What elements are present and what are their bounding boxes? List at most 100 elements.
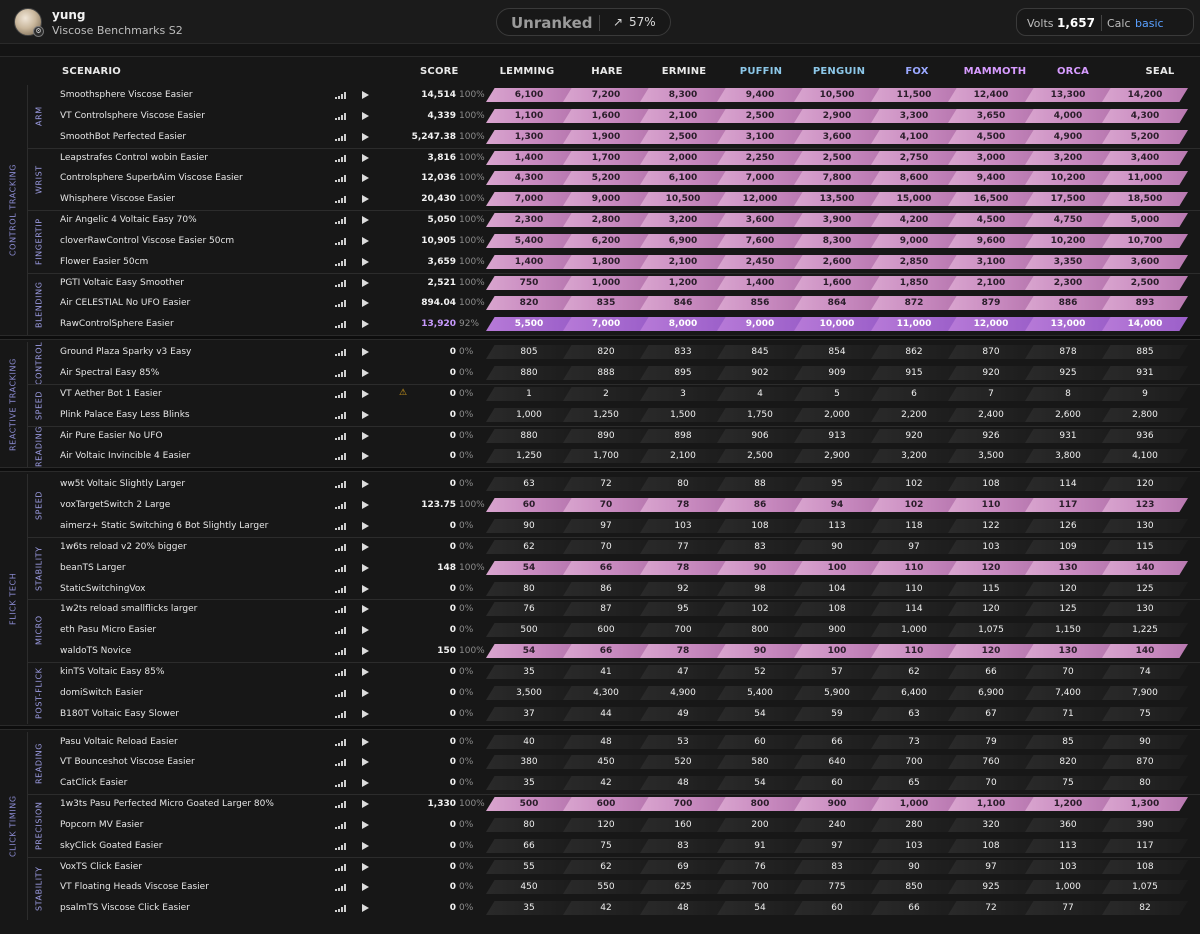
benchmark-name[interactable]: Viscose Benchmarks S2	[52, 24, 183, 37]
play-icon[interactable]	[362, 237, 369, 245]
table-row[interactable]: aimerz+ Static Switching 6 Bot Slightly …	[56, 516, 1200, 537]
scenario-name[interactable]: Controlsphere SuperbAim Viscose Easier	[60, 173, 243, 183]
signal-bars-icon[interactable]	[335, 884, 347, 891]
play-icon[interactable]	[362, 348, 369, 356]
signal-bars-icon[interactable]	[335, 565, 347, 572]
scenario-name[interactable]: VoxTS Click Easier	[60, 862, 143, 872]
scenario-name[interactable]: VT Bounceshot Viscose Easier	[60, 757, 195, 767]
signal-bars-icon[interactable]	[335, 801, 347, 808]
signal-bars-icon[interactable]	[335, 690, 347, 697]
table-row[interactable]: Plink Palace Easy Less Blinks 0 0% 1,000 1,2…	[56, 405, 1200, 426]
play-icon[interactable]	[362, 710, 369, 718]
scenario-name[interactable]: VT Controlsphere Viscose Easier	[60, 111, 205, 121]
table-row[interactable]: skyClick Goated Easier 0 0% 66 75 83 91 97 103 10…	[56, 836, 1200, 857]
signal-bars-icon[interactable]	[335, 217, 347, 224]
signal-bars-icon[interactable]	[335, 481, 347, 488]
scenario-name[interactable]: SmoothBot Perfected Easier	[60, 132, 187, 142]
play-icon[interactable]	[362, 195, 369, 203]
signal-bars-icon[interactable]	[335, 175, 347, 182]
scenario-name[interactable]: voxTargetSwitch 2 Large	[60, 500, 171, 510]
signal-bars-icon[interactable]	[335, 259, 347, 266]
table-row[interactable]: Air CELESTIAL No UFO Easier 894.04 100% 820…	[56, 293, 1200, 314]
play-icon[interactable]	[362, 668, 369, 676]
play-icon[interactable]	[362, 258, 369, 266]
warning-icon[interactable]: ⚠	[399, 388, 408, 398]
signal-bars-icon[interactable]	[335, 759, 347, 766]
table-row[interactable]: VT Bounceshot Viscose Easier 0 0% 380 450 520…	[56, 752, 1200, 773]
table-row[interactable]: beanTS Larger 148 100% 54 66 78 90 100 110 120 130…	[56, 558, 1200, 579]
signal-bars-icon[interactable]	[335, 92, 347, 99]
table-row[interactable]: Controlsphere SuperbAim Viscose Easier 12…	[56, 168, 1200, 189]
scenario-name[interactable]: VT Aether Bot 1 Easier	[60, 389, 162, 399]
play-icon[interactable]	[362, 299, 369, 307]
signal-bars-icon[interactable]	[335, 370, 347, 377]
table-row[interactable]: VoxTS Click Easier 0 0% 55 62 69 76 83 90 97 103 10…	[56, 857, 1200, 878]
signal-bars-icon[interactable]	[335, 134, 347, 141]
table-row[interactable]: Flower Easier 50cm 3,659 100% 1,400 1,800 2,1…	[56, 252, 1200, 273]
signal-bars-icon[interactable]	[335, 196, 347, 203]
scenario-name[interactable]: RawControlSphere Easier	[60, 319, 174, 329]
play-icon[interactable]	[362, 800, 369, 808]
table-row[interactable]: domiSwitch Easier 0 0% 3,500 4,300 4,900 5,400…	[56, 683, 1200, 704]
play-icon[interactable]	[362, 279, 369, 287]
signal-bars-icon[interactable]	[335, 864, 347, 871]
table-row[interactable]: Leapstrafes Control wobin Easier 3,816 100…	[56, 148, 1200, 169]
play-icon[interactable]	[362, 369, 369, 377]
signal-bars-icon[interactable]	[335, 606, 347, 613]
signal-bars-icon[interactable]	[335, 502, 347, 509]
signal-bars-icon[interactable]	[335, 391, 347, 398]
table-row[interactable]: cloverRawControl Viscose Easier 50cm 10,9…	[56, 231, 1200, 252]
play-icon[interactable]	[362, 689, 369, 697]
scenario-name[interactable]: Air Pure Easier No UFO	[60, 431, 163, 441]
table-row[interactable]: Air Spectral Easy 85% 0 0% 880 888 895 902 909 9…	[56, 363, 1200, 384]
scenario-name[interactable]: eth Pasu Micro Easier	[60, 625, 157, 635]
signal-bars-icon[interactable]	[335, 280, 347, 287]
scenario-name[interactable]: Ground Plaza Sparky v3 Easy	[60, 347, 192, 357]
scenario-name[interactable]: Smoothsphere Viscose Easier	[60, 90, 193, 100]
play-icon[interactable]	[362, 216, 369, 224]
signal-bars-icon[interactable]	[335, 739, 347, 746]
play-icon[interactable]	[362, 904, 369, 912]
scenario-name[interactable]: Pasu Voltaic Reload Easier	[60, 737, 178, 747]
play-icon[interactable]	[362, 842, 369, 850]
scenario-name[interactable]: waldoTS Novice	[60, 646, 132, 656]
scenario-name[interactable]: Plink Palace Easy Less Blinks	[60, 410, 190, 420]
table-row[interactable]: CatClick Easier 0 0% 35 42 48 54 60 65 70 75 80	[56, 773, 1200, 794]
signal-bars-icon[interactable]	[335, 300, 347, 307]
table-row[interactable]: 1w6ts reload v2 20% bigger 0 0% 62 70 77 83 90 9…	[56, 537, 1200, 558]
signal-bars-icon[interactable]	[335, 523, 347, 530]
play-icon[interactable]	[362, 647, 369, 655]
table-row[interactable]: Whisphere Viscose Easier 20,430 100% 7,000 9…	[56, 189, 1200, 210]
play-icon[interactable]	[362, 112, 369, 120]
table-row[interactable]: eth Pasu Micro Easier 0 0% 500 600 700 800 900 1…	[56, 620, 1200, 641]
play-icon[interactable]	[362, 522, 369, 530]
signal-bars-icon[interactable]	[335, 711, 347, 718]
settings-badge-icon[interactable]: ⚙	[33, 26, 44, 37]
signal-bars-icon[interactable]	[335, 822, 347, 829]
play-icon[interactable]	[362, 501, 369, 509]
table-row[interactable]: psalmTS Viscose Click Easier 0 0% 35 42 48 54 6…	[56, 898, 1200, 919]
scenario-name[interactable]: Whisphere Viscose Easier	[60, 194, 175, 204]
avatar[interactable]	[14, 8, 42, 36]
play-icon[interactable]	[362, 411, 369, 419]
signal-bars-icon[interactable]	[335, 544, 347, 551]
table-row[interactable]: RawControlSphere Easier 13,920 92% 5,500 7,0…	[56, 314, 1200, 335]
scenario-name[interactable]: Air CELESTIAL No UFO Easier	[60, 298, 191, 308]
signal-bars-icon[interactable]	[335, 412, 347, 419]
table-row[interactable]: waldoTS Novice 150 100% 54 66 78 90 100 110 120 13…	[56, 641, 1200, 662]
scenario-name[interactable]: beanTS Larger	[60, 563, 126, 573]
signal-bars-icon[interactable]	[335, 113, 347, 120]
table-row[interactable]: Popcorn MV Easier 0 0% 80 120 160 200 240 280 320…	[56, 815, 1200, 836]
play-icon[interactable]	[362, 883, 369, 891]
scenario-name[interactable]: PGTI Voltaic Easy Smoother	[60, 278, 184, 288]
play-icon[interactable]	[362, 564, 369, 572]
scenario-name[interactable]: VT Floating Heads Viscose Easier	[60, 882, 209, 892]
scenario-name[interactable]: ww5t Voltaic Slightly Larger	[60, 479, 186, 489]
table-row[interactable]: StaticSwitchingVox 0 0% 80 86 92 98 104 110 115 12…	[56, 579, 1200, 600]
play-icon[interactable]	[362, 390, 369, 398]
scenario-name[interactable]: kinTS Voltaic Easy 85%	[60, 667, 165, 677]
signal-bars-icon[interactable]	[335, 780, 347, 787]
scenario-name[interactable]: Air Voltaic Invincible 4 Easier	[60, 451, 191, 461]
signal-bars-icon[interactable]	[335, 627, 347, 634]
play-icon[interactable]	[362, 821, 369, 829]
